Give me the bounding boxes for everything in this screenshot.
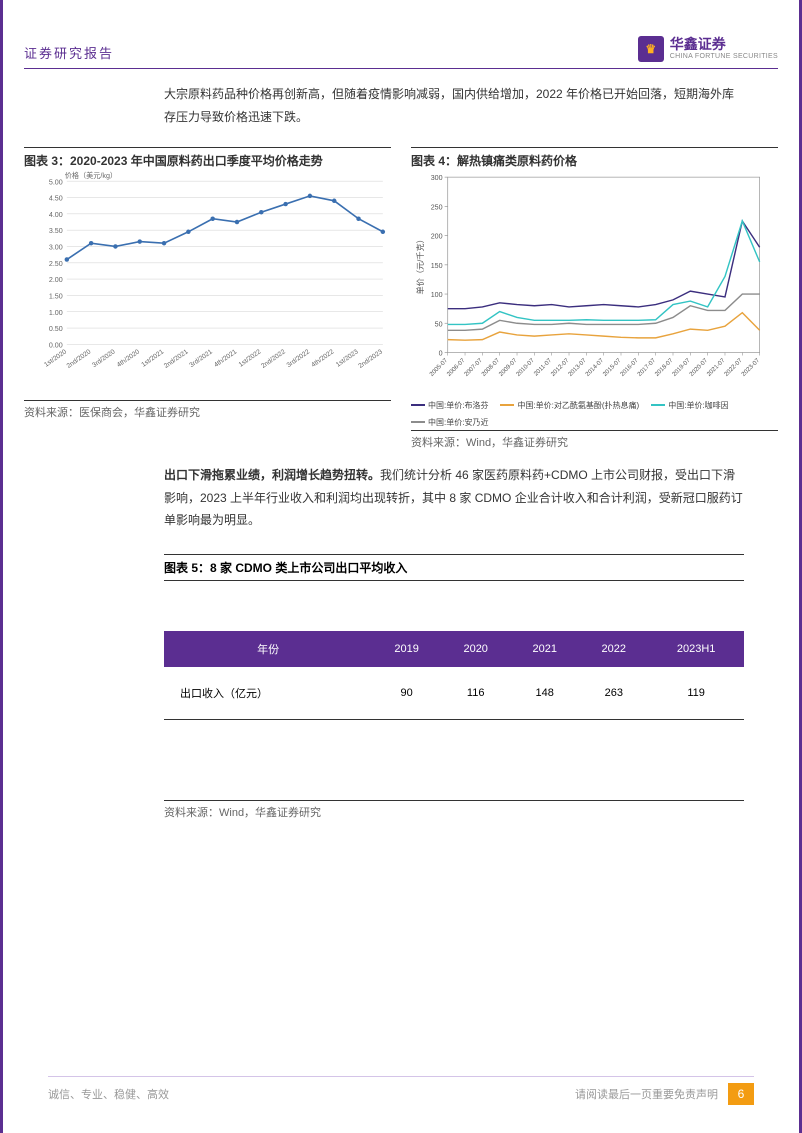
svg-text:2nd/2021: 2nd/2021 [163, 348, 190, 370]
svg-text:价格（美元/kg）: 价格（美元/kg） [65, 171, 117, 180]
legend-item: 中国:单价:安乃近 [411, 417, 488, 428]
page-header: 证券研究报告 ♛ 华鑫证券 CHINA FORTUNE SECURITIES [24, 0, 778, 69]
svg-text:1.50: 1.50 [49, 292, 63, 300]
charts-row: 图表 3：2020-2023 年中国原料药出口季度平均价格走势 0.00 0.50… [24, 147, 778, 450]
svg-text:300: 300 [431, 174, 443, 182]
svg-text:2.50: 2.50 [49, 259, 63, 267]
svg-text:4th/2021: 4th/2021 [213, 348, 238, 369]
svg-text:2nd/2023: 2nd/2023 [357, 348, 384, 370]
table-5-data-row: 出口收入（亿元）90116148263119 [164, 667, 744, 720]
table-5-title: 图表 5：8 家 CDMO 类上市公司出口平均收入 [164, 554, 744, 581]
logo-name-en: CHINA FORTUNE SECURITIES [670, 53, 778, 61]
svg-text:2023-07: 2023-07 [740, 356, 761, 377]
chart-4-title: 图表 4：解热镇痛类原料药价格 [411, 147, 778, 169]
page-content: 证券研究报告 ♛ 华鑫证券 CHINA FORTUNE SECURITIES 大… [24, 0, 778, 1133]
svg-text:3rd/2022: 3rd/2022 [286, 348, 312, 369]
footer-disclaimer: 请阅读最后一页重要免责声明 [575, 1086, 718, 1102]
table-cell: 263 [579, 667, 648, 720]
table-cell: 116 [441, 667, 510, 720]
chart-4-legend: 中国:单价:布洛芬 中国:单价:对乙酰氨基酚(扑热息痛) 中国:单价:咖啡因中国:单… [411, 400, 778, 428]
svg-text:0: 0 [439, 349, 443, 357]
table-row-label: 出口收入（亿元） [164, 667, 372, 720]
chart-4-svg: 050100150200250300单价（元/千克）2005-072006-07… [411, 169, 778, 393]
table-col: 2023H1 [648, 631, 744, 667]
page-number: 6 [728, 1083, 754, 1105]
svg-text:0.00: 0.00 [49, 341, 63, 349]
svg-text:200: 200 [431, 232, 443, 240]
table-cell: 148 [510, 667, 579, 720]
legend-swatch [411, 404, 425, 406]
svg-text:3.50: 3.50 [49, 227, 63, 235]
svg-text:2.00: 2.00 [49, 276, 63, 284]
company-logo: ♛ 华鑫证券 CHINA FORTUNE SECURITIES [638, 36, 778, 62]
chart-3: 图表 3：2020-2023 年中国原料药出口季度平均价格走势 0.00 0.50… [24, 147, 391, 450]
legend-swatch [651, 404, 665, 406]
chart-3-svg: 0.00 0.50 1.00 1.50 2.00 2.50 3.00 3.50 4.00 4.50… [24, 169, 391, 393]
analysis-paragraph: 出口下滑拖累业绩，利润增长趋势扭转。我们统计分析 46 家医药原料药+CDMO … [164, 464, 744, 532]
page-footer: 诚信、专业、稳健、高效 请阅读最后一页重要免责声明 6 [48, 1076, 754, 1105]
legend-item: 中国:单价:咖啡因 [651, 400, 728, 411]
svg-text:5.00: 5.00 [49, 178, 63, 186]
legend-label: 中国:单价:咖啡因 [668, 400, 728, 411]
svg-text:2nd/2022: 2nd/2022 [260, 348, 287, 370]
svg-text:4th/2020: 4th/2020 [116, 348, 141, 369]
svg-text:1st/2020: 1st/2020 [43, 348, 68, 368]
left-border [0, 0, 3, 1133]
chart-3-title: 图表 3：2020-2023 年中国原料药出口季度平均价格走势 [24, 147, 391, 169]
para2-lead: 出口下滑拖累业绩，利润增长趋势扭转。 [164, 468, 380, 482]
svg-text:3.00: 3.00 [49, 243, 63, 251]
table-col: 2021 [510, 631, 579, 667]
chart-3-source: 资料来源：医保商会，华鑫证券研究 [24, 400, 391, 420]
table-5-block: 图表 5：8 家 CDMO 类上市公司出口平均收入 年份201920202021… [164, 554, 744, 820]
footer-motto: 诚信、专业、稳健、高效 [48, 1086, 169, 1102]
chart-4: 图表 4：解热镇痛类原料药价格 0 50 100 150 200 250 300 单价（元/千… [411, 147, 778, 450]
table-5: 年份20192020202120222023H1 出口收入（亿元）9011614… [164, 631, 744, 720]
legend-swatch [500, 404, 514, 406]
svg-text:100: 100 [431, 291, 443, 299]
intro-paragraph: 大宗原料药品种价格再创新高，但随着疫情影响减弱，国内供给增加，2022 年价格已… [164, 83, 744, 129]
table-col: 2022 [579, 631, 648, 667]
svg-text:1st/2022: 1st/2022 [238, 348, 263, 368]
report-type: 证券研究报告 [24, 43, 114, 62]
svg-text:150: 150 [431, 261, 443, 269]
table-5-source: 资料来源：Wind，华鑫证券研究 [164, 800, 744, 820]
svg-text:2nd/2020: 2nd/2020 [66, 348, 93, 370]
svg-text:2010-07: 2010-07 [515, 356, 536, 377]
legend-item: 中国:单价:对乙酰氨基酚(扑热息痛) [500, 400, 639, 411]
svg-text:单价（元/千克）: 单价（元/千克） [415, 235, 425, 294]
svg-text:50: 50 [435, 320, 443, 328]
svg-text:4.50: 4.50 [49, 194, 63, 202]
svg-text:4.00: 4.00 [49, 211, 63, 219]
logo-name-cn: 华鑫证券 [670, 37, 778, 52]
table-col: 2019 [372, 631, 441, 667]
table-cell: 119 [648, 667, 744, 720]
svg-text:250: 250 [431, 203, 443, 211]
legend-label: 中国:单价:布洛芬 [428, 400, 488, 411]
chart-4-source: 资料来源：Wind，华鑫证券研究 [411, 430, 778, 450]
svg-text:1.00: 1.00 [49, 308, 63, 316]
svg-text:3rd/2021: 3rd/2021 [188, 348, 214, 369]
legend-label: 中国:单价:对乙酰氨基酚(扑热息痛) [517, 400, 639, 411]
svg-text:1st/2021: 1st/2021 [140, 348, 165, 368]
svg-text:1st/2023: 1st/2023 [335, 348, 360, 368]
table-col: 2020 [441, 631, 510, 667]
logo-icon: ♛ [638, 36, 664, 62]
table-cell: 90 [372, 667, 441, 720]
svg-text:4th/2022: 4th/2022 [310, 348, 335, 369]
legend-swatch [411, 421, 425, 423]
svg-text:3rd/2020: 3rd/2020 [91, 348, 117, 369]
legend-label: 中国:单价:安乃近 [428, 417, 488, 428]
legend-item: 中国:单价:布洛芬 [411, 400, 488, 411]
table-col: 年份 [164, 631, 372, 667]
table-5-header-row: 年份20192020202120222023H1 [164, 631, 744, 667]
svg-text:0.50: 0.50 [49, 325, 63, 333]
